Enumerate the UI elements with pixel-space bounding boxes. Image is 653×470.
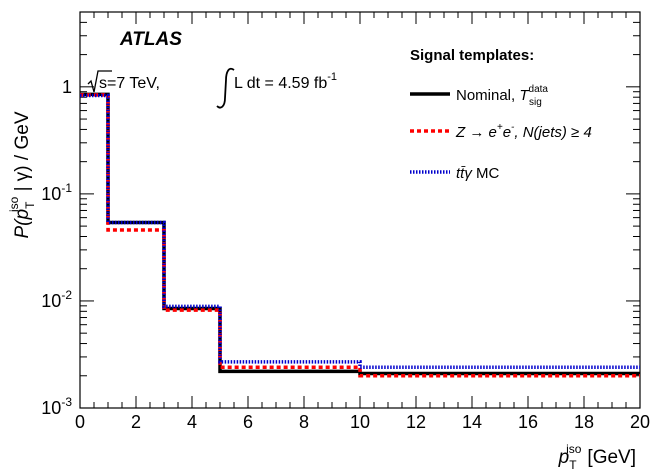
series-group	[80, 92, 640, 378]
x-tick-label: 10	[350, 412, 370, 432]
x-axis-title: pTiso [GeV]	[558, 442, 636, 470]
sqrt-s-label: s=7 TeV,	[99, 75, 160, 92]
lumi-label: L dt = 4.59 fb-1	[234, 71, 337, 92]
y-tick-label: 10-1	[41, 181, 72, 204]
y-axis-title: P(pTiso | γ) / GeV	[7, 111, 37, 238]
legend: Signal templates: Nominal, Tdata sig Z → …	[410, 47, 592, 182]
energy-lumi-annotation: s=7 TeV, L dt = 4.59 fb-1	[87, 67, 337, 109]
legend-label-zee: Z → e+e-, N(jets) ≥ 4	[455, 122, 592, 141]
legend-label-nominal: Nominal, Tdata sig	[456, 84, 548, 108]
x-tick-label: 6	[243, 412, 253, 432]
plot-frame	[79, 11, 641, 409]
sqrt-symbol	[87, 70, 112, 93]
atlas-label: ATLAS	[119, 29, 182, 50]
x-tick-label: 20	[630, 412, 650, 432]
x-tick-label: 12	[406, 412, 426, 432]
legend-label-ttgamma: tt̄γ MC	[456, 165, 500, 182]
y-tick-label: 10-2	[41, 288, 72, 311]
y-tick-label: 10-3	[41, 395, 72, 418]
x-tick-label: 2	[131, 412, 141, 432]
x-tick-label: 14	[462, 412, 482, 432]
legend-title: Signal templates:	[410, 47, 534, 64]
y-tick-labels: 10-3 10-2 10-1 1	[41, 77, 72, 418]
x-tick-label: 0	[75, 412, 85, 432]
x-tick-label: 18	[574, 412, 594, 432]
x-tick-labels: 0 2 4 6 8 10 12 14 16 18 20	[75, 412, 650, 432]
x-tick-label: 16	[518, 412, 538, 432]
series-line-1	[80, 93, 640, 378]
y-tick-label: 1	[62, 77, 72, 97]
axis-ticks	[79, 11, 641, 409]
series-line-2	[80, 93, 640, 370]
x-tick-label: 8	[299, 412, 309, 432]
x-tick-label: 4	[187, 412, 197, 432]
integral-symbol	[216, 67, 235, 109]
